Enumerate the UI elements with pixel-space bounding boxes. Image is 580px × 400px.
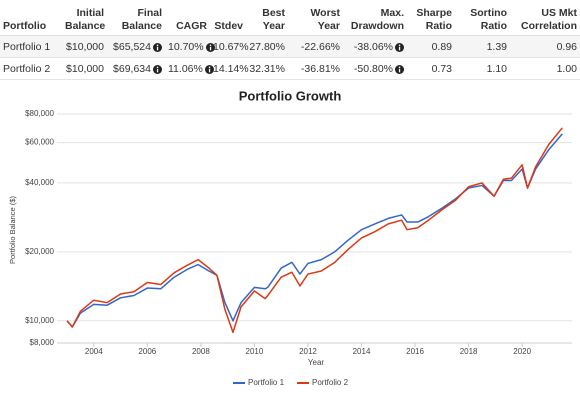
table-cell: $69,634: [107, 57, 165, 80]
cell-text: $10,000: [66, 62, 104, 75]
series-line: [66, 127, 563, 334]
x-tick-label: 2020: [513, 347, 531, 356]
cell-text: Portfolio 2: [3, 62, 51, 75]
series-line: [66, 133, 563, 328]
info-icon[interactable]: [395, 42, 404, 52]
x-tick-label: 2010: [246, 347, 264, 356]
legend-label: Portfolio 1: [248, 378, 285, 387]
cell-text: 27.80%: [249, 40, 285, 53]
y-tick-label: $10,000: [25, 316, 54, 325]
y-axis-label: Portfolio Balance ($): [8, 196, 17, 264]
y-tick-label: $60,000: [25, 138, 54, 147]
column-header: Best Year: [246, 0, 288, 36]
header-row: Portfolio Initial Balance Final Balance CAG…: [0, 0, 580, 36]
column-header: Sortino Ratio: [455, 0, 510, 36]
table-cell: 32.31%: [246, 57, 288, 80]
table-cell: $10,000: [62, 35, 107, 58]
metrics-table: Portfolio Initial Balance Final Balance CAG…: [0, 0, 580, 80]
table-row: Portfolio 1 $10,000 $65,524 10.70% 10.67% 27.…: [0, 35, 580, 58]
cell-text: $65,524: [113, 40, 151, 53]
table-cell: 14.14%: [210, 57, 249, 80]
column-header: Max. Drawdown: [343, 0, 407, 36]
column-header: Initial Balance: [62, 0, 107, 36]
cell-text: $69,634: [113, 62, 151, 75]
table-cell: 27.80%: [246, 35, 288, 58]
info-icon[interactable]: [153, 64, 162, 74]
cell-text: $10,000: [66, 40, 104, 53]
x-tick-label: 2014: [353, 347, 371, 356]
cell-text: 14.14%: [213, 62, 249, 75]
chart: Portfolio Growth Portfolio Balance ($) Y…: [8, 88, 572, 387]
cell-text: 11.06%: [168, 62, 203, 75]
column-header: CAGR: [165, 0, 210, 36]
column-header: Sharpe Ratio: [407, 0, 455, 36]
table-cell: -38.06%: [343, 35, 407, 58]
info-icon[interactable]: [153, 42, 162, 52]
column-header: Final Balance: [107, 0, 165, 36]
table-cell: $10,000: [62, 57, 107, 80]
cell-text: 10.67%: [213, 40, 249, 53]
table-cell: -22.66%: [288, 35, 343, 58]
cell-text: 0.73: [431, 62, 452, 75]
info-icon[interactable]: [395, 64, 404, 74]
x-axis-label: Year: [308, 358, 325, 367]
cell-text: 0.89: [431, 40, 452, 53]
x-tick-label: 2016: [406, 347, 424, 356]
table-cell: 1.39: [455, 35, 510, 58]
table-cell: -36.81%: [288, 57, 343, 80]
table-cell: 10.70%: [165, 35, 215, 58]
column-header: Worst Year: [288, 0, 343, 36]
cell-text: 0.96: [556, 40, 577, 53]
cell-text: 1.00: [556, 62, 577, 75]
cell-text: -38.06%: [353, 40, 393, 53]
column-header: US Mkt Correlation: [510, 0, 580, 36]
table-cell: $65,524: [107, 35, 165, 58]
y-tick-label: $80,000: [25, 109, 54, 118]
table-cell: 1.00: [510, 57, 580, 80]
cell-text: 32.31%: [249, 62, 285, 75]
y-tick-label: $40,000: [25, 178, 54, 187]
table-cell: 1.10: [455, 57, 510, 80]
table-cell: Portfolio 2: [0, 57, 62, 80]
table-cell: -50.80%: [343, 57, 407, 80]
cell-text: 1.39: [486, 40, 507, 53]
table-cell: 10.67%: [210, 35, 249, 58]
cell-text: 10.70%: [168, 40, 204, 53]
x-tick-label: 2008: [192, 347, 210, 356]
cell-text: -36.81%: [300, 62, 340, 75]
cell-text: 1.10: [486, 62, 507, 75]
y-tick-label: $8,000: [30, 338, 55, 347]
column-header: Stdev: [210, 0, 246, 36]
info-icon[interactable]: [204, 64, 214, 74]
table-cell: 0.96: [510, 35, 580, 58]
chart-title: Portfolio Growth: [239, 88, 342, 103]
x-tick-label: 2006: [138, 347, 156, 356]
table-row: Portfolio 2 $10,000 $69,634 11.06% 14.14% 32.…: [0, 57, 580, 80]
cell-text: Portfolio 1: [3, 40, 51, 53]
cell-text: -22.66%: [300, 40, 340, 53]
x-tick-label: 2004: [85, 347, 103, 356]
x-tick-label: 2012: [299, 347, 317, 356]
column-header: Portfolio: [0, 0, 62, 36]
table-cell: 0.73: [407, 57, 455, 80]
table-cell: 0.89: [407, 35, 455, 58]
table-cell: 11.06%: [165, 57, 214, 80]
table-cell: Portfolio 1: [0, 35, 62, 58]
y-tick-label: $20,000: [25, 247, 54, 256]
legend-label: Portfolio 2: [312, 378, 349, 387]
x-tick-label: 2018: [460, 347, 478, 356]
cell-text: -50.80%: [353, 62, 393, 75]
